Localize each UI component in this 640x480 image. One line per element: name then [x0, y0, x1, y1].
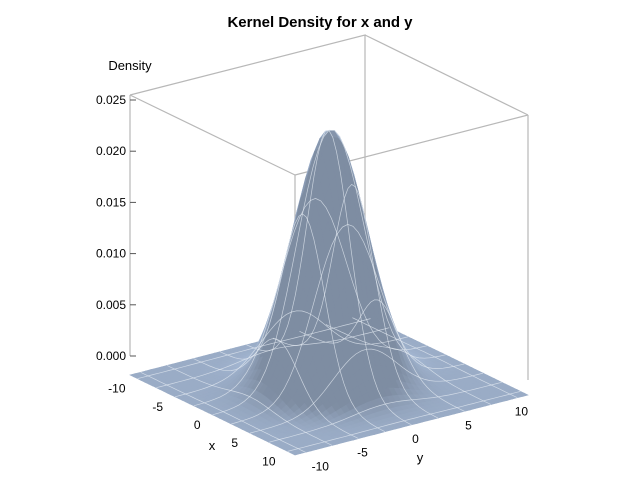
x-tick-label: -10	[108, 382, 126, 396]
x-tick-label: -5	[152, 400, 163, 414]
z-tick-label: 0.025	[96, 93, 126, 107]
z-tick-label: 0.000	[96, 349, 126, 363]
x-axis-ticks: -10 -5 0 5 10	[108, 382, 276, 469]
surface-gridline-y	[140, 371, 306, 453]
surface-gridline-y	[219, 213, 386, 433]
y-tick-label: -10	[312, 459, 330, 473]
x-axis-label: x	[209, 438, 216, 453]
z-axis-ticks: 0.000 0.005 0.010 0.015 0.020 0.025	[96, 93, 136, 363]
z-tick-label: 0.010	[96, 247, 126, 261]
surface-gridline-y	[352, 317, 518, 399]
surface-gridline-y	[272, 183, 439, 419]
surface-gridline-y	[193, 338, 359, 439]
frame-back-right	[364, 34, 529, 116]
y-tick-label: 10	[515, 405, 529, 419]
density-surface	[129, 129, 529, 456]
x-tick-label: 0	[194, 418, 201, 432]
chart-title: Kernel Density for x and y	[227, 14, 413, 31]
z-axis-label: Density	[108, 58, 152, 73]
z-tick-label: 0.005	[96, 298, 126, 312]
y-tick-label: 0	[412, 432, 419, 446]
frame-front-top	[129, 94, 296, 176]
z-tick-label: 0.020	[96, 144, 126, 158]
surface-gridline-y	[246, 129, 412, 426]
x-tick-label: 5	[231, 436, 238, 450]
surface-facet	[290, 451, 302, 456]
surface-gridline-y	[299, 299, 465, 412]
y-tick-label: 5	[465, 418, 472, 432]
y-axis-ticks: -10 -5 0 5 10	[312, 405, 529, 474]
y-tick-label: -5	[357, 446, 368, 460]
z-tick-label: 0.015	[96, 195, 126, 209]
x-tick-label: 10	[262, 454, 276, 468]
surface-gridline-y	[325, 324, 492, 405]
y-axis-label: y	[417, 450, 424, 465]
surface-gridline-y	[166, 365, 333, 446]
